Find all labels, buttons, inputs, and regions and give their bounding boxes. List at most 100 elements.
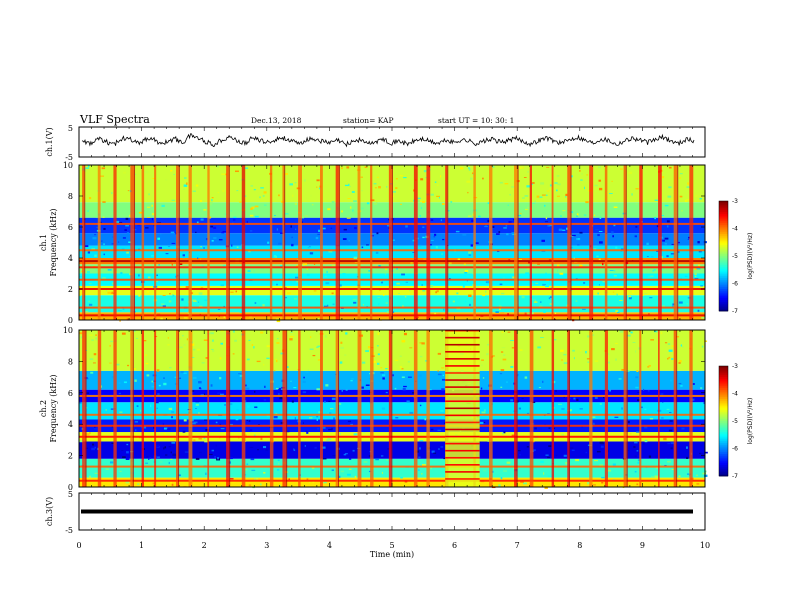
- spectral-speckle: [661, 305, 665, 307]
- spectral-speckle: [486, 353, 489, 356]
- spectral-speckle: [615, 342, 618, 344]
- spectral-speckle: [621, 407, 623, 410]
- spectral-speckle: [557, 264, 560, 267]
- spectral-speckle: [492, 229, 495, 230]
- sferic-burst-core: [516, 330, 518, 487]
- spectral-speckle: [284, 286, 287, 289]
- x-tick-label: 9: [640, 541, 645, 550]
- spectral-speckle: [146, 374, 150, 377]
- spectral-speckle: [165, 454, 168, 456]
- spectral-speckle: [697, 309, 700, 312]
- spectral-speckle: [119, 411, 123, 413]
- spectral-speckle: [471, 219, 475, 222]
- spectral-speckle: [220, 284, 225, 287]
- spectral-speckle: [364, 166, 368, 169]
- spectral-speckle: [401, 340, 406, 343]
- spectral-speckle: [126, 251, 129, 254]
- colorbar-swatch: [719, 377, 728, 380]
- spectral-speckle: [244, 167, 249, 169]
- spectral-speckle: [507, 331, 511, 333]
- spectral-speckle: [595, 228, 599, 231]
- colorbar-swatch: [719, 468, 728, 471]
- spectral-speckle: [88, 283, 92, 285]
- spectral-speckle: [554, 182, 558, 184]
- spectral-speckle: [498, 484, 501, 487]
- sferic-burst-core: [178, 330, 180, 487]
- spectral-speckle: [376, 232, 379, 235]
- sferic-burst: [335, 330, 339, 487]
- spectral-speckle: [309, 336, 312, 338]
- spectral-speckle: [405, 281, 409, 283]
- spectral-speckle: [536, 195, 540, 198]
- colorbar-swatch: [719, 400, 728, 404]
- spectral-speckle: [275, 358, 277, 361]
- spectral-speckle: [87, 210, 89, 212]
- spectral-speckle: [531, 282, 534, 285]
- spectral-speckle: [244, 468, 248, 471]
- spectral-speckle: [316, 388, 320, 391]
- sferic-burst-core: [85, 330, 87, 487]
- spectral-speckle: [573, 257, 575, 259]
- spectral-speckle: [329, 408, 334, 410]
- spectral-speckle: [323, 481, 327, 484]
- spectral-speckle: [594, 184, 598, 187]
- spectral-speckle: [277, 393, 280, 396]
- spectral-speckle: [361, 190, 363, 192]
- spectral-speckle: [126, 443, 129, 446]
- sferic-burst: [529, 330, 534, 487]
- spectral-speckle: [381, 471, 383, 474]
- spectral-speckle: [500, 312, 505, 314]
- spectral-speckle: [666, 408, 670, 410]
- spectral-speckle: [609, 389, 611, 392]
- spectral-speckle: [229, 423, 233, 426]
- spectral-speckle: [307, 247, 310, 249]
- spectral-speckle: [613, 275, 617, 277]
- spectral-speckle: [308, 417, 313, 419]
- spectral-speckle: [208, 453, 213, 455]
- y-tick-label: 8: [68, 357, 73, 366]
- spectral-speckle: [696, 482, 700, 485]
- spectral-speckle: [343, 228, 347, 231]
- spectral-speckle: [217, 457, 219, 460]
- spectral-speckle: [441, 367, 445, 369]
- spectral-speckle: [412, 252, 415, 253]
- spectral-speckle: [278, 194, 280, 197]
- spectral-speckle: [163, 427, 168, 430]
- spectral-speckle: [266, 299, 268, 301]
- spectral-speckle: [84, 245, 89, 248]
- spectral-speckle: [122, 308, 125, 311]
- spectral-speckle: [643, 388, 645, 391]
- spectral-speckle: [521, 165, 524, 168]
- spectral-speckle: [147, 217, 151, 218]
- y-tick-label: 0: [68, 316, 73, 325]
- spectral-speckle: [678, 375, 681, 378]
- spectral-speckle: [501, 331, 504, 333]
- spectral-speckle: [422, 290, 426, 292]
- spectral-speckle: [573, 357, 575, 360]
- spectral-speckle: [330, 316, 332, 319]
- colorbar-swatch: [719, 202, 728, 206]
- spectral-speckle: [216, 165, 220, 168]
- spectral-speckle: [322, 457, 327, 460]
- spectral-speckle: [109, 344, 111, 347]
- spectral-speckle: [544, 204, 546, 207]
- spectral-speckle: [541, 194, 546, 196]
- colorbar-swatch: [719, 208, 728, 211]
- spectral-speckle: [100, 385, 102, 388]
- colorbar-swatch: [719, 254, 728, 257]
- spectral-speckle: [168, 300, 172, 303]
- spectral-speckle: [628, 295, 632, 298]
- event-line: [445, 400, 480, 403]
- spectral-speckle: [437, 184, 439, 186]
- sferic-burst: [141, 330, 144, 487]
- spectral-speckle: [678, 241, 680, 244]
- spectral-speckle: [613, 223, 616, 227]
- sferic-burst: [97, 330, 102, 487]
- sferic-burst: [489, 330, 493, 487]
- spectral-speckle: [549, 224, 553, 227]
- spectral-speckle: [386, 459, 389, 461]
- colorbar-swatch: [719, 393, 728, 396]
- spectral-speckle: [686, 456, 689, 460]
- colorbar-swatch: [719, 250, 728, 253]
- spectral-speckle: [599, 403, 602, 405]
